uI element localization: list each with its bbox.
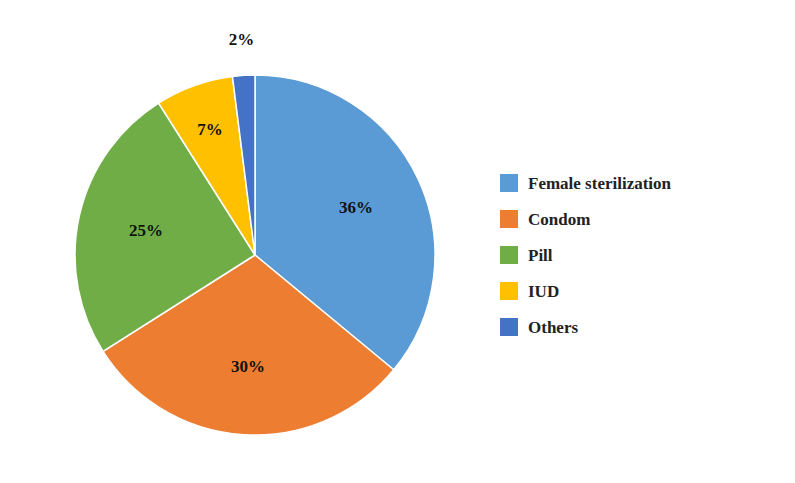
legend-swatch (500, 210, 518, 228)
data-label: 7% (197, 120, 223, 139)
legend-swatch (500, 282, 518, 300)
legend-swatch (500, 246, 518, 264)
data-label: 25% (129, 221, 163, 240)
data-label: 36% (339, 198, 373, 217)
slices (75, 75, 435, 435)
data-label: 30% (231, 357, 265, 376)
pie-slice (232, 75, 255, 255)
data-label: 2% (229, 30, 255, 49)
legend: Female sterilization Condom Pill IUD Others (500, 174, 672, 337)
legend-label: Others (528, 318, 578, 337)
legend-label: IUD (528, 282, 559, 301)
legend-swatch (500, 174, 518, 192)
chart: 36% 30% 25% 7% 2% Female sterilization Condom P… (0, 0, 795, 483)
legend-swatch (500, 318, 518, 336)
legend-label: Pill (528, 246, 553, 265)
legend-label: Female sterilization (528, 174, 672, 193)
legend-label: Condom (528, 210, 590, 229)
data-labels: 36% 30% 25% 7% 2% (129, 30, 373, 376)
